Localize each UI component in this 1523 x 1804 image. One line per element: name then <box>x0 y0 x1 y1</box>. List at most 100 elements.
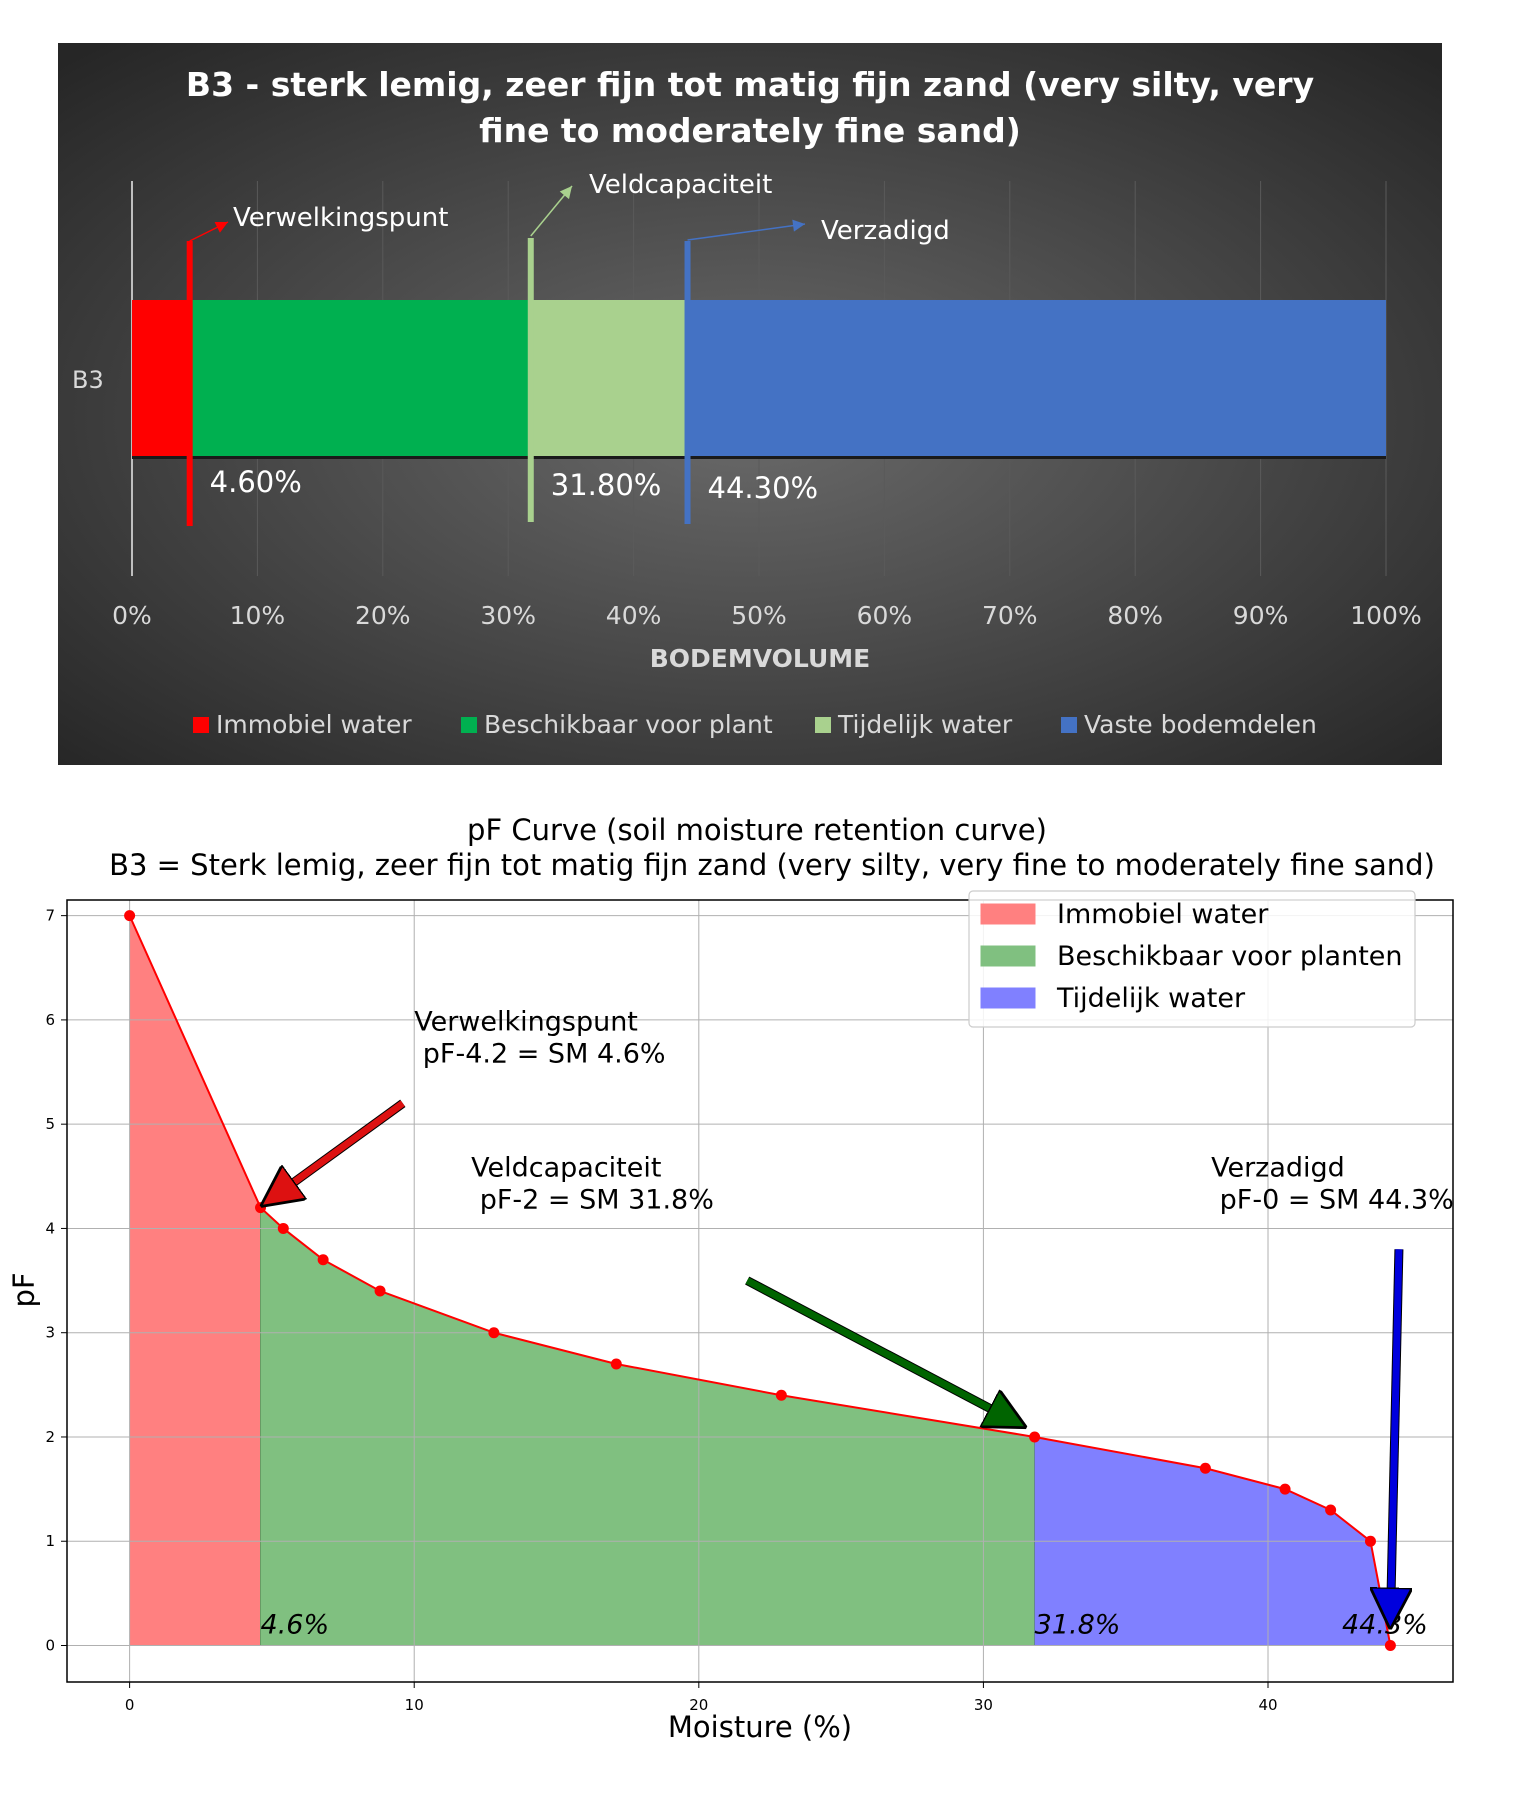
chart1-x-tick-label: 40% <box>606 601 662 630</box>
chart1-bars <box>132 300 1386 459</box>
chart1-x-tick-label: 70% <box>982 601 1038 630</box>
chart2-curve-line <box>128 915 1392 1646</box>
chart1-marker-label: Veldcapaciteit <box>589 170 772 200</box>
chart2-annotation-text: Verwelkingspunt <box>414 1006 638 1037</box>
chart1-legend: Immobiel water Beschikbaar voor plant Tijd… <box>193 710 1317 739</box>
chart2-data-point <box>775 1389 787 1401</box>
chart2-region-label: 4.6% <box>261 1610 330 1641</box>
chart2-data-point <box>1325 1504 1337 1516</box>
chart2-region-labels: 4.6% 31.8% 44.3% <box>261 1610 1428 1641</box>
category-label-b3: B3 <box>72 366 104 394</box>
chart2-legend-label: Tijdelijk water <box>1056 983 1246 1014</box>
chart2-legend-label: Immobiel water <box>1057 899 1269 930</box>
chart2-ticks: 0 10 20 30 40 0 1 2 3 4 5 6 7 <box>45 907 1277 1714</box>
chart1-legend-swatch <box>461 717 477 733</box>
chart1-x-ticks: 0% 10% 20% 30% 40% 50% 60% 70% 80% 90% 100% <box>112 601 1422 630</box>
chart2-data-point <box>488 1327 500 1339</box>
chart2-data-point <box>1029 1431 1041 1443</box>
chart2-legend: Immobiel water Beschikbaar voor planten Ti… <box>968 890 1416 1028</box>
chart2-y-tick-label: 0 <box>45 1637 55 1655</box>
chart1-x-tick-label: 90% <box>1233 601 1289 630</box>
chart2-curve <box>128 915 1392 1646</box>
chart2-annotation-text: Verzadigd <box>1211 1152 1345 1183</box>
chart2-data-point <box>277 1222 289 1234</box>
chart1-bar-segment <box>132 300 190 458</box>
chart1-bar-segment <box>687 300 1386 458</box>
chart2-annotations: Verwelkingspunt pF-4.2 = SM 4.6% Veldcapa… <box>266 1006 1454 1622</box>
chart2-region-fill <box>129 915 261 1646</box>
chart2-data-point <box>1384 1640 1396 1652</box>
chart2-data-point <box>255 1202 267 1214</box>
chart2-y-tick-label: 4 <box>45 1219 55 1237</box>
chart1-legend-label: Beschikbaar voor plant <box>484 710 773 739</box>
chart1-x-tick-label: 80% <box>1107 601 1163 630</box>
chart2-y-tick-label: 6 <box>45 1011 55 1029</box>
chart1-marker-label: Verzadigd <box>821 216 950 246</box>
chart2-annotation-arrow <box>266 1100 405 1202</box>
chart2-data-point <box>1364 1535 1376 1547</box>
chart1-marker-value: 31.80% <box>551 468 662 502</box>
chart2-annotation-text: pF-2 = SM 31.8% <box>471 1184 714 1215</box>
chart2-y-tick-label: 3 <box>45 1324 55 1342</box>
chart2-region-label: 44.3% <box>1342 1610 1428 1641</box>
chart2-title-line-2: B3 = Sterk lemig, zeer fijn tot matig fi… <box>109 848 1435 882</box>
chart2-y-tick-label: 1 <box>45 1532 55 1550</box>
chart1-legend-label: Immobiel water <box>216 710 412 739</box>
chart2-x-tick-label: 30 <box>974 1696 993 1714</box>
chart2-annotation-text: pF-0 = SM 44.3% <box>1211 1184 1454 1215</box>
chart2-legend-swatch <box>980 903 1036 925</box>
chart1-legend-label: Tijdelijk water <box>837 710 1013 739</box>
chart2-plot-frame <box>66 899 1454 1683</box>
chart1-legend-swatch <box>815 717 831 733</box>
chart1-x-tick-label: 20% <box>355 601 411 630</box>
chart2-y-tick-label: 5 <box>45 1115 55 1133</box>
chart1-x-tick-label: 50% <box>731 601 787 630</box>
chart2-annotation-arrow <box>1390 1249 1399 1622</box>
chart1-x-tick-label: 0% <box>112 601 152 630</box>
chart1-marker-arrow <box>687 223 806 241</box>
chart2-annotation-text: Veldcapaciteit <box>471 1152 661 1183</box>
chart1-bar-shadow <box>132 456 1386 459</box>
chart2-annotation-text: pF-4.2 = SM 4.6% <box>414 1038 665 1069</box>
chart2-data-point <box>317 1254 329 1266</box>
chart2-x-axis-label: Moisture (%) <box>668 1710 852 1744</box>
chart1-x-tick-label: 30% <box>480 601 536 630</box>
chart2-legend-swatch <box>980 987 1036 1009</box>
chart1-x-tick-label: 10% <box>230 601 286 630</box>
chart1-marker-value: 4.60% <box>210 465 302 499</box>
chart2-x-tick-label: 10 <box>405 1696 424 1714</box>
chart2-y-tick-label: 2 <box>45 1428 55 1446</box>
chart1-marker-value: 44.30% <box>708 471 819 505</box>
chart2-legend-box <box>968 890 1416 1028</box>
chart2-x-tick-label: 0 <box>125 1696 135 1714</box>
chart2-y-tick-label: 7 <box>45 907 55 925</box>
chart1-title-line-2: fine to moderately fine sand) <box>479 111 1021 150</box>
chart1-title-line-1: B3 - sterk lemig, zeer fijn tot matig fi… <box>186 65 1314 104</box>
chart2-data-point <box>610 1358 622 1370</box>
chart1-x-axis-label: BODEMVOLUME <box>650 644 870 673</box>
chart1-marker-arrowhead <box>792 219 805 232</box>
chart2-data-point <box>1199 1462 1211 1474</box>
chart2-region-label: 31.8% <box>1035 1610 1121 1641</box>
chart1-legend-label: Vaste bodemdelen <box>1084 710 1317 739</box>
chart1-markers: Verwelkingspunt 4.60% Veldcapaciteit 31.80%… <box>186 170 950 526</box>
chart1-legend-swatch <box>193 717 209 733</box>
chart2-x-tick-label: 20 <box>689 1696 708 1714</box>
chart1-bar-segment <box>189 300 531 458</box>
chart2-legend-label: Beschikbaar voor planten <box>1057 941 1403 972</box>
chart1-marker-label: Verwelkingspunt <box>233 203 448 233</box>
chart2-region-fill <box>260 1207 1035 1646</box>
chart1-x-tick-label: 100% <box>1350 601 1421 630</box>
chart2-data-point <box>124 910 136 922</box>
chart2-y-axis-label: pF <box>7 1272 41 1307</box>
chart2-x-tick-label: 40 <box>1258 1696 1277 1714</box>
chart1-marker-arrowhead <box>214 221 228 233</box>
chart2-legend-swatch <box>980 945 1036 967</box>
chart2-data-point <box>1279 1483 1291 1495</box>
chart1-x-tick-label: 60% <box>857 601 913 630</box>
chart2-data-point <box>374 1285 386 1297</box>
chart2-title-line-1: pF Curve (soil moisture retention curve) <box>467 813 1047 847</box>
chart2-annotation-arrow <box>745 1277 1020 1425</box>
